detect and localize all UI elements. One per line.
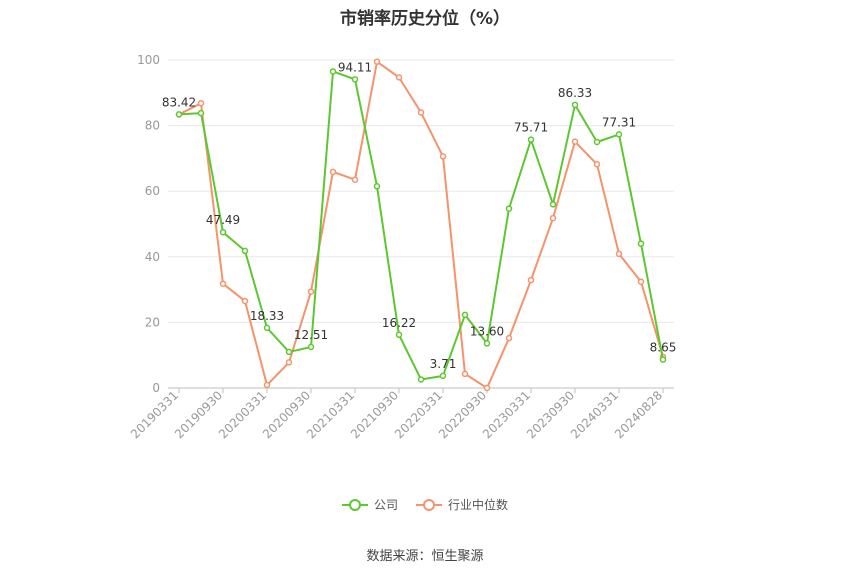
company-data-label: 18.33 (250, 309, 284, 323)
company-data-label: 3.71 (430, 357, 457, 371)
chart-title: 市销率历史分位（%） (339, 9, 511, 29)
legend-swatch-industry-icon (416, 498, 442, 512)
industry-data-point (527, 276, 535, 284)
series-layer (175, 58, 667, 392)
industry-data-point (241, 297, 249, 305)
industry-data-point (219, 280, 227, 287)
company-data-point (395, 331, 403, 339)
y-tick-label: 80 (145, 119, 160, 133)
industry-data-point (461, 370, 469, 378)
company-data-point (593, 138, 601, 146)
axis-layer: 0204060801002019033120190930202003312020… (128, 53, 665, 441)
company-data-label: 77.31 (602, 115, 636, 129)
data-source: 数据来源：恒生聚源 (366, 549, 484, 564)
company-data-label: 16.22 (382, 316, 416, 330)
industry-data-point (285, 359, 293, 366)
company-data-point (417, 376, 425, 383)
industry-data-point (505, 334, 513, 342)
company-data-point (637, 240, 645, 247)
company-data-point (505, 205, 513, 212)
industry-data-point (351, 176, 359, 183)
company-data-point (461, 311, 469, 319)
company-data-label: 94.11 (338, 60, 372, 74)
industry-data-point (307, 288, 315, 295)
legend-item-company[interactable]: 公司 (341, 496, 398, 513)
company-data-point (197, 109, 205, 117)
legend-item-industry[interactable]: 行业中位数 (416, 496, 508, 513)
industry-data-point (417, 109, 425, 116)
company-data-point (549, 201, 557, 208)
company-data-label: 86.33 (558, 86, 592, 100)
company-data-label: 13.60 (470, 324, 504, 338)
industry-data-point (439, 153, 447, 160)
y-tick-label: 20 (145, 315, 160, 329)
industry-data-point (571, 138, 579, 145)
company-data-point (659, 356, 667, 363)
y-tick-label: 40 (145, 250, 160, 264)
company-data-label: 47.49 (206, 213, 240, 227)
company-data-point (285, 348, 293, 356)
company-series-line (178, 70, 664, 381)
y-tick-label: 60 (145, 184, 160, 198)
company-data-label: 75.71 (514, 121, 548, 135)
industry-data-point (197, 100, 205, 107)
company-data-point (219, 228, 227, 236)
industry-data-point (483, 384, 491, 392)
company-data-point (329, 68, 337, 75)
company-data-point (439, 372, 447, 380)
industry-data-point (593, 161, 601, 168)
industry-data-point (637, 278, 645, 285)
company-data-point (263, 324, 271, 332)
company-data-point (373, 183, 381, 190)
y-tick-label: 100 (137, 53, 160, 67)
x-tick-label: 20240828 (612, 388, 665, 441)
company-data-point (241, 247, 249, 255)
company-data-point (571, 101, 579, 109)
grid-layer (168, 59, 674, 389)
company-data-point (351, 76, 359, 83)
legend: 公司 行业中位数 (0, 496, 850, 513)
y-tick-label: 0 (152, 381, 160, 395)
legend-label-industry: 行业中位数 (448, 498, 509, 512)
industry-data-point (329, 168, 337, 176)
company-data-point (483, 340, 491, 347)
company-data-point (175, 111, 183, 118)
industry-data-point (549, 214, 557, 222)
company-data-point (307, 343, 315, 351)
industry-data-point (615, 250, 623, 258)
data-label-layer: 83.42 47.49 18.33 12.51 94.11 16.22 3.71 13.60 7… (162, 60, 677, 371)
industry-data-point (395, 74, 403, 81)
company-data-label: 8.65 (650, 341, 677, 355)
company-data-label: 83.42 (162, 95, 196, 109)
industry-data-point (263, 381, 271, 389)
legend-swatch-company-icon (341, 498, 368, 512)
company-data-label: 12.51 (294, 328, 328, 342)
industry-data-point (373, 58, 381, 65)
company-data-point (615, 131, 623, 138)
legend-label-company: 公司 (373, 498, 398, 512)
company-data-point (527, 136, 535, 143)
